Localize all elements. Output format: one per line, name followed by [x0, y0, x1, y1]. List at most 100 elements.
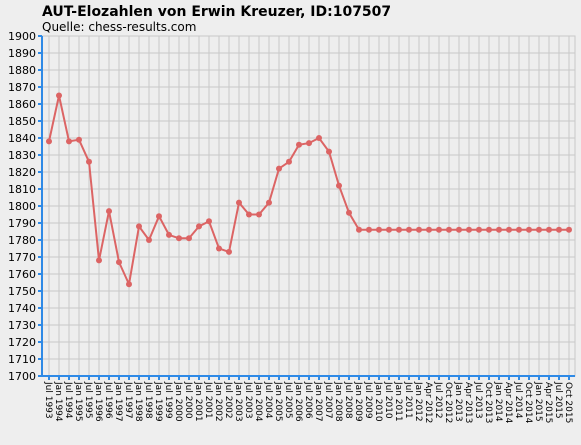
point	[66, 138, 72, 145]
point	[316, 135, 322, 141]
y-tick-label: 1870	[8, 81, 36, 94]
point	[326, 148, 332, 155]
point	[136, 223, 142, 230]
x-tick-label: Jan 2005	[273, 381, 283, 422]
point	[466, 226, 472, 233]
point	[346, 209, 352, 216]
point	[116, 259, 122, 266]
x-tick-label: Jan 2012	[413, 381, 423, 422]
point	[106, 208, 112, 215]
y-tick-label: 1890	[8, 47, 36, 60]
point	[306, 140, 312, 147]
x-tick-label: Jul 1994	[63, 381, 73, 419]
point	[546, 226, 552, 233]
x-tick-label: Jul 2007	[323, 381, 333, 419]
x-tick-label: Jan 1999	[153, 381, 163, 422]
point	[396, 226, 402, 233]
point	[156, 213, 162, 220]
x-tick-label: Jul 1995	[83, 381, 93, 419]
y-tick-label: 1780	[8, 234, 36, 247]
x-tick-label: Jan 2009	[353, 381, 363, 422]
point	[46, 138, 52, 145]
x-tick-label: Jan 2000	[173, 381, 183, 422]
point	[506, 226, 512, 233]
y-tick-label: 1790	[8, 217, 36, 230]
x-tick-label: Jan 2013	[453, 381, 463, 422]
x-tick-label: Jan 1998	[133, 381, 143, 422]
x-tick-label: Jul 2008	[343, 381, 353, 419]
x-tick-label: Jan 2004	[253, 381, 263, 422]
point	[126, 281, 132, 288]
y-tick-label: 1730	[8, 319, 36, 332]
x-tick-label: Jul 2001	[203, 381, 213, 419]
y-tick-label: 1720	[8, 336, 36, 349]
point	[476, 226, 482, 233]
x-tick-label: Jul 2014	[513, 381, 523, 419]
x-tick-label: Jan 2007	[313, 381, 323, 422]
y-tick-label: 1820	[8, 166, 36, 179]
x-tick-label: Jul 2011	[403, 381, 413, 419]
point	[276, 165, 282, 172]
x-tick-label: Jan 1996	[93, 381, 103, 422]
chart-subtitle: Quelle: chess-results.com	[42, 20, 196, 34]
x-tick-label: Jan 2010	[373, 381, 383, 422]
x-tick-label: Jul 1997	[123, 381, 133, 419]
x-tick-label: Jan 2014	[493, 381, 503, 422]
x-tick-label: Jul 2010	[383, 381, 393, 419]
point	[426, 226, 432, 233]
x-tick-label: Jan 2015	[533, 381, 543, 422]
y-tick-label: 1700	[8, 370, 36, 383]
y-tick-label: 1770	[8, 251, 36, 264]
x-tick-label: Jul 2003	[243, 381, 253, 419]
point	[376, 226, 382, 233]
point	[386, 226, 392, 233]
point	[436, 226, 442, 233]
x-tick-label: Jan 2002	[213, 381, 223, 422]
x-tick-label: Jul 1996	[103, 381, 113, 419]
point	[456, 226, 462, 233]
x-tick-label: Apr 2013	[463, 382, 473, 423]
y-tick-label: 1830	[8, 149, 36, 162]
point	[566, 226, 572, 233]
x-tick-label: Jan 2011	[393, 381, 403, 422]
x-tick-label: Oct 2013	[483, 382, 493, 423]
point	[556, 226, 562, 233]
x-tick-label: Jul 2009	[363, 381, 373, 419]
point	[336, 182, 342, 189]
x-tick-label: Jul 2000	[183, 381, 193, 419]
x-tick-label: Apr 2012	[423, 382, 433, 423]
y-tick-label: 1800	[8, 200, 36, 213]
point	[216, 245, 222, 252]
x-tick-label: Jul 1993	[43, 381, 53, 419]
x-tick-label: Jul 2015	[553, 381, 563, 419]
point	[516, 226, 522, 233]
y-tick-label: 1860	[8, 98, 36, 111]
x-tick-label: Oct 2015	[563, 382, 573, 423]
point	[166, 231, 172, 238]
point	[416, 226, 422, 233]
x-tick-label: Jul 2012	[433, 381, 443, 419]
point	[176, 235, 182, 242]
chart-title: AUT-Elozahlen von Erwin Kreuzer, ID:1075…	[42, 4, 391, 20]
point	[486, 226, 492, 233]
point	[296, 141, 302, 148]
x-tick-label: Jan 1994	[53, 381, 63, 422]
x-tick-label: Jul 1999	[163, 381, 173, 419]
y-tick-label: 1900	[8, 30, 36, 43]
y-tick-label: 1750	[8, 285, 36, 298]
point	[496, 226, 502, 233]
point	[56, 92, 62, 99]
point	[536, 226, 542, 233]
point	[86, 158, 92, 165]
y-tick-label: 1740	[8, 302, 36, 315]
x-tick-label: Jul 2002	[223, 381, 233, 419]
x-tick-label: Jan 2003	[233, 381, 243, 422]
point	[356, 226, 362, 233]
x-tick-label: Jan 1995	[73, 381, 83, 422]
y-tick-label: 1810	[8, 183, 36, 196]
point	[196, 223, 202, 230]
point	[246, 211, 252, 218]
point	[226, 248, 232, 255]
